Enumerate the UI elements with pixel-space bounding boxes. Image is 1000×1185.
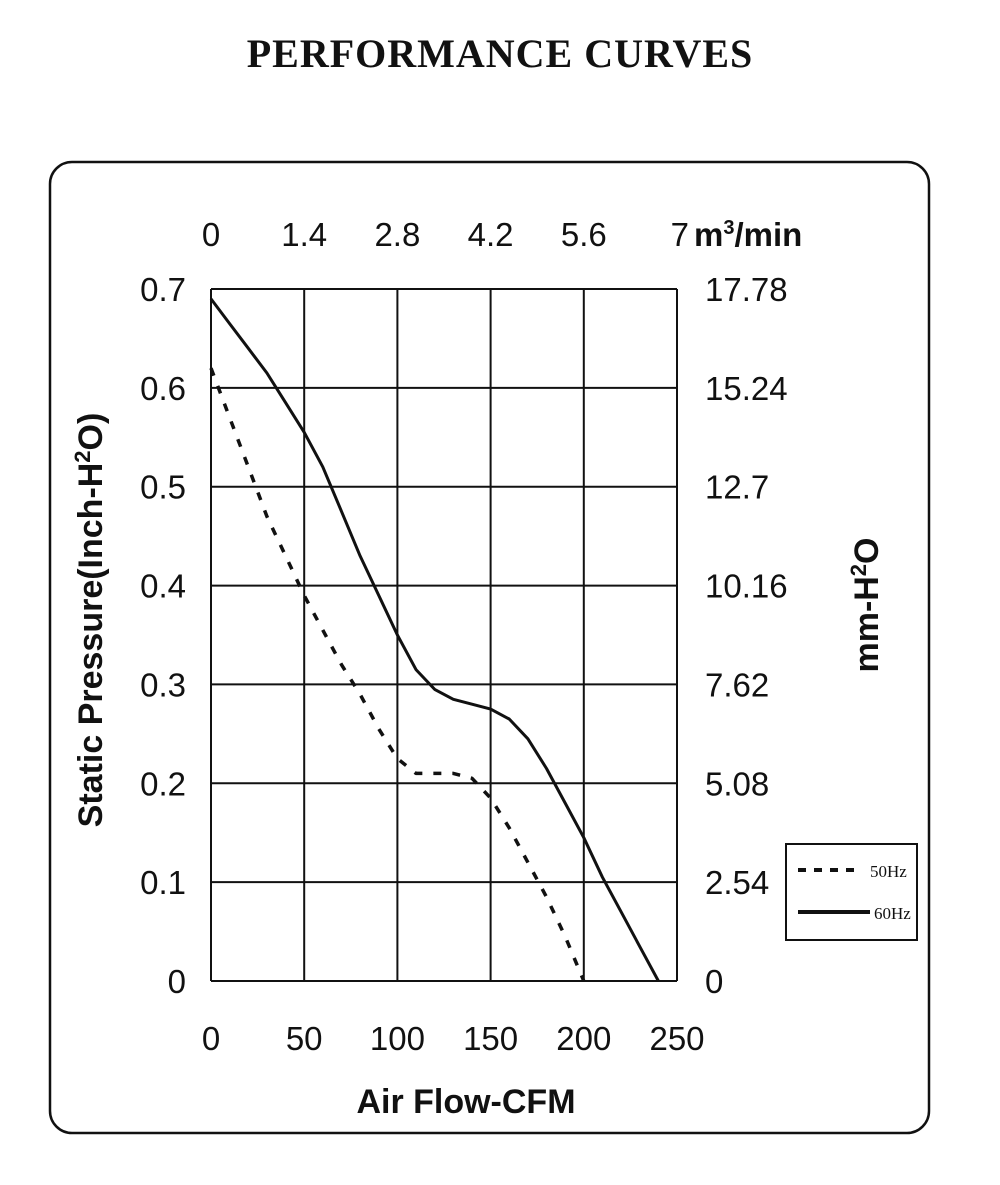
grid bbox=[210, 288, 678, 982]
y-right-tick-label: 0 bbox=[705, 963, 723, 1000]
x-top-tick-label: 7 bbox=[671, 216, 689, 253]
series-line-50hz bbox=[209, 367, 586, 982]
x-tick-label: 100 bbox=[370, 1020, 425, 1057]
x-tick-label: 0 bbox=[202, 1020, 220, 1057]
y-right-tick-label: 12.7 bbox=[705, 469, 769, 506]
y-left-tick-label: 0.3 bbox=[140, 666, 186, 703]
x-top-tick-label: 2.8 bbox=[374, 216, 420, 253]
y-left-tick-label: 0.1 bbox=[140, 864, 186, 901]
y-right-tick-label: 10.16 bbox=[705, 568, 788, 605]
legend-label-60hz: 60Hz bbox=[874, 904, 911, 923]
y-right-tick-label: 15.24 bbox=[705, 370, 788, 407]
y-right-tick-label: 5.08 bbox=[705, 765, 769, 802]
y-right-tick-label: 7.62 bbox=[705, 666, 769, 703]
y-axis-label-left: Static Pressure(Inch-H2O) bbox=[70, 413, 110, 828]
x-top-tick-label: 5.6 bbox=[561, 216, 607, 253]
chart-frame bbox=[48, 160, 931, 1135]
series-line-60hz bbox=[209, 297, 660, 982]
series-layer bbox=[209, 297, 660, 982]
x-tick-label: 50 bbox=[286, 1020, 323, 1057]
x-top-tick-label: 4.2 bbox=[468, 216, 514, 253]
y-left-tick-label: 0.2 bbox=[140, 765, 186, 802]
y-left-tick-label: 0.7 bbox=[140, 271, 186, 308]
top-axis-unit: m3/min bbox=[694, 216, 802, 253]
x-top-tick-label: 0 bbox=[202, 216, 220, 253]
y-left-tick-label: 0.5 bbox=[140, 469, 186, 506]
y-right-tick-label: 17.78 bbox=[705, 271, 788, 308]
x-axis-label: Air Flow-CFM bbox=[356, 1083, 575, 1121]
y-left-tick-label: 0 bbox=[168, 963, 186, 1000]
y-left-tick-label: 0.6 bbox=[140, 370, 186, 407]
legend: 50Hz 60Hz bbox=[785, 843, 918, 941]
y-axis-label-right: mm-H2O bbox=[846, 537, 886, 672]
y-right-tick-label: 2.54 bbox=[705, 864, 769, 901]
x-tick-label: 150 bbox=[463, 1020, 518, 1057]
legend-box bbox=[785, 843, 918, 941]
x-tick-label: 250 bbox=[649, 1020, 704, 1057]
x-top-tick-label: 1.4 bbox=[281, 216, 327, 253]
y-left-tick-label: 0.4 bbox=[140, 568, 186, 605]
chart-title: PERFORMANCE CURVES bbox=[246, 31, 754, 76]
legend-label-50hz: 50Hz bbox=[870, 862, 907, 881]
x-tick-label: 200 bbox=[556, 1020, 611, 1057]
